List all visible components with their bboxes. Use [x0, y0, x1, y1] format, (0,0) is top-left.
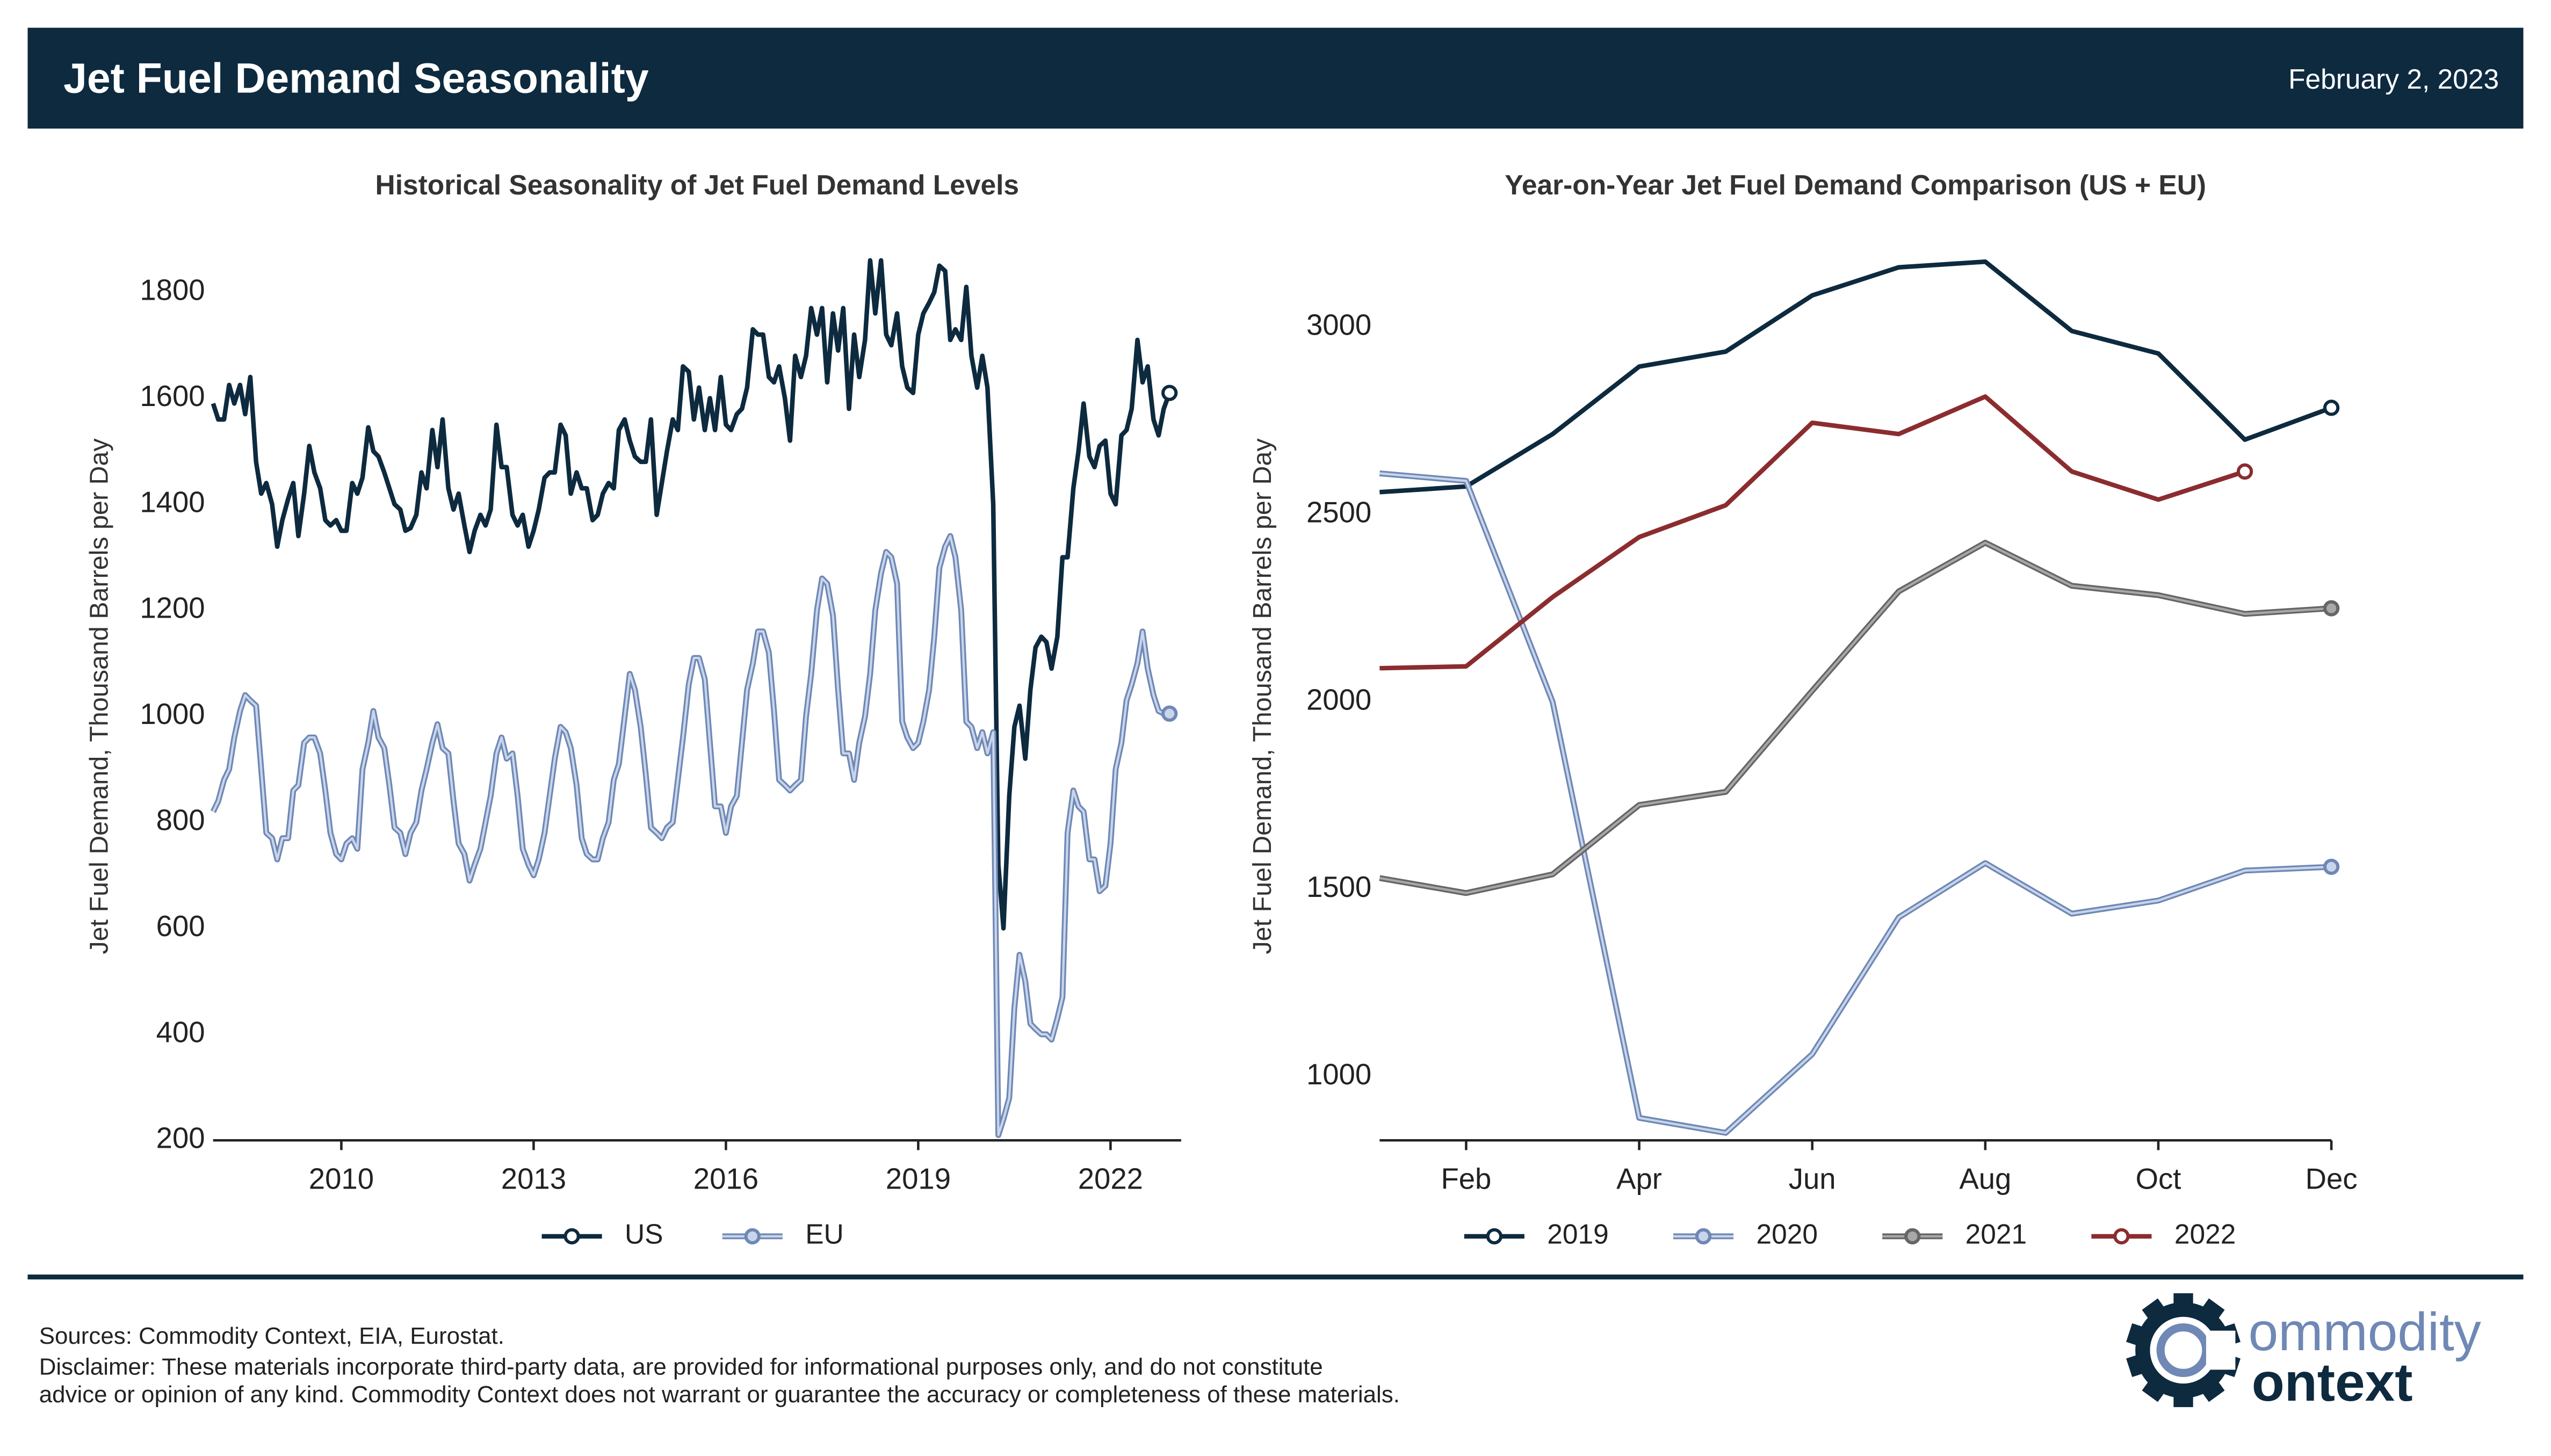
x-tick-label: 2010: [309, 1162, 374, 1195]
series-line: [212, 534, 1170, 1136]
chart-title: Historical Seasonality of Jet Fuel Deman…: [375, 169, 1019, 200]
y-tick-label: 400: [156, 1016, 205, 1048]
x-tick-label: 2013: [501, 1162, 566, 1195]
last-point-marker: [2323, 600, 2340, 617]
x-tick-label: Feb: [1441, 1162, 1491, 1195]
series-line: [1379, 394, 2246, 671]
y-tick-label: 1600: [140, 380, 205, 412]
header-band: [27, 27, 2524, 129]
y-tick-label: 1500: [1306, 871, 1371, 903]
legend-label: 2022: [2174, 1219, 2236, 1250]
y-axis-label: Jet Fuel Demand, Thousand Barrels per Da…: [85, 438, 114, 954]
y-tick-label: 1000: [140, 698, 205, 730]
y-tick-label: 3000: [1306, 309, 1371, 342]
y-tick-label: 800: [156, 803, 205, 836]
legend-marker: [1904, 1228, 1921, 1245]
logo-gap: [2206, 1330, 2236, 1370]
legend-label: 2020: [1756, 1219, 1818, 1250]
last-point-marker: [2323, 858, 2340, 875]
legend-marker: [563, 1228, 580, 1245]
y-tick-label: 2500: [1306, 496, 1371, 529]
last-point-marker: [1161, 385, 1178, 401]
disclaimer-line: advice or opinion of any kind. Commodity…: [39, 1381, 1400, 1408]
legend-label: EU: [805, 1219, 844, 1250]
series-line: [1379, 259, 2332, 495]
sources: Sources: Commodity Context, EIA, Eurosta…: [39, 1323, 504, 1349]
logo-line2: ontext: [2252, 1353, 2413, 1412]
y-tick-label: 1000: [1306, 1058, 1371, 1091]
series-line: [211, 258, 1172, 931]
series-line-edge: [1379, 470, 2332, 1136]
y-tick-label: 1200: [140, 592, 205, 625]
x-tick-label: Oct: [2136, 1162, 2181, 1195]
x-tick-label: 2016: [693, 1162, 758, 1195]
series-line: [1379, 541, 2332, 894]
y-tick-label: 2000: [1306, 683, 1371, 716]
logo-line1: ommodity: [2249, 1302, 2481, 1362]
legend-label: US: [625, 1219, 663, 1250]
y-tick-label: 1400: [140, 486, 205, 518]
x-tick-label: Jun: [1789, 1162, 1836, 1195]
series-line: [1379, 472, 2332, 1134]
x-tick-label: Dec: [2306, 1162, 2358, 1195]
header-title: Jet Fuel Demand Seasonality: [63, 54, 649, 102]
x-tick-label: 2019: [886, 1162, 951, 1195]
last-point-marker: [2236, 463, 2253, 480]
x-tick-label: Apr: [1616, 1162, 1662, 1195]
legend-marker: [2113, 1228, 2130, 1245]
logo-inner: [2156, 1323, 2210, 1377]
header-date: February 2, 2023: [2288, 63, 2499, 95]
legend-marker: [1486, 1228, 1503, 1245]
last-point-marker: [2323, 400, 2340, 416]
legend-marker: [744, 1228, 761, 1245]
series-line-edge: [210, 533, 1170, 1138]
chart-title: Year-on-Year Jet Fuel Demand Comparison …: [1505, 169, 2206, 200]
legend-label: 2021: [1965, 1219, 2027, 1250]
series-line-edge: [1379, 540, 2332, 896]
y-axis-label: Jet Fuel Demand, Thousand Barrels per Da…: [1248, 438, 1277, 954]
legend-marker: [1695, 1228, 1712, 1245]
y-tick-label: 200: [156, 1122, 205, 1155]
y-tick-label: 1800: [140, 273, 205, 306]
x-tick-label: Aug: [1959, 1162, 2011, 1195]
last-point-marker: [1161, 705, 1178, 722]
logo: ommodity ontext: [2126, 1293, 2481, 1412]
x-tick-label: 2022: [1078, 1162, 1143, 1195]
legend-label: 2019: [1547, 1219, 1609, 1250]
disclaimer-line: Disclaimer: These materials incorporate …: [39, 1353, 1323, 1380]
y-tick-label: 600: [156, 910, 205, 943]
